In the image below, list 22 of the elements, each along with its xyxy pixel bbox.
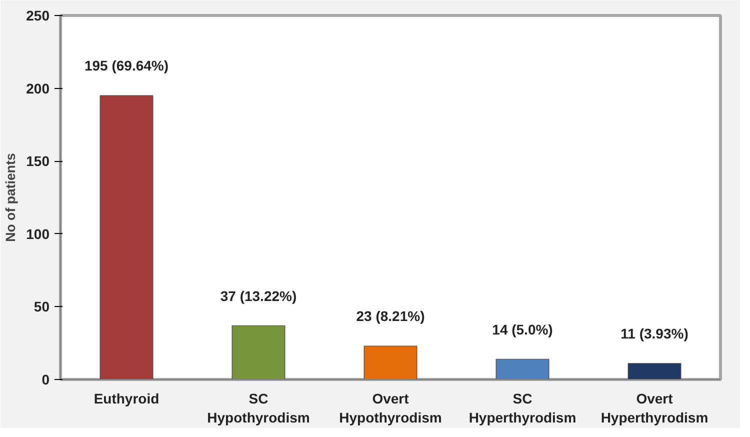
data-label: 11 (3.93%): [620, 326, 688, 342]
y-tick-label: 0: [42, 372, 50, 388]
data-label: 14 (5.0%): [492, 321, 553, 338]
y-tick-label: 50: [34, 298, 50, 315]
y-tick-label: 200: [26, 80, 50, 96]
x-tick-label: Overt Hypothyrodism: [339, 390, 442, 426]
data-label: 195 (69.64%): [84, 58, 169, 74]
y-tick-label: 150: [26, 153, 50, 170]
bar: [364, 346, 418, 380]
x-tick-label: Euthyroid: [94, 390, 160, 406]
x-tick-label: SC Hypothyrodism: [207, 390, 310, 426]
data-label: 23 (8.21%): [356, 308, 425, 324]
bar: [100, 95, 154, 380]
y-axis-title: No of patients: [3, 153, 18, 242]
x-tick-label: SC Hyperthyrodism: [468, 390, 576, 426]
y-tick-label: 100: [26, 226, 50, 242]
bar: [628, 363, 682, 380]
data-label: 37 (13.22%): [220, 288, 297, 304]
y-tick-label: 250: [26, 8, 50, 24]
x-tick-label: Overt Hyperthyrodism: [600, 390, 708, 426]
bar: [232, 325, 286, 380]
bar: [496, 358, 550, 380]
